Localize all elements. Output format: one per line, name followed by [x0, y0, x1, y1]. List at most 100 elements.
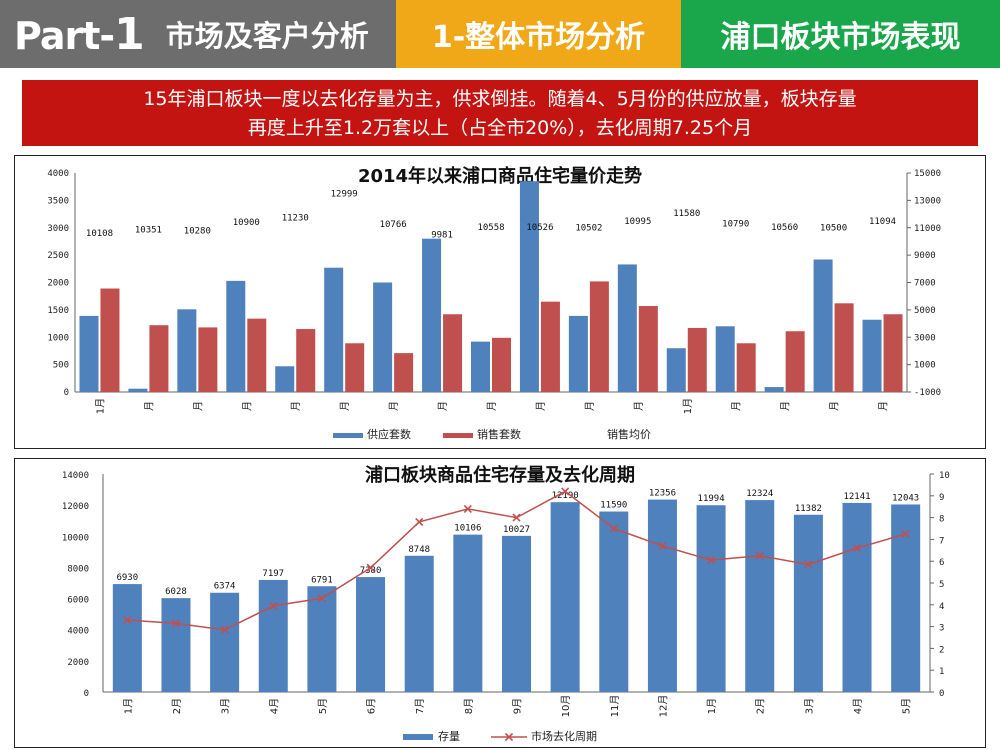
legend-swatch-stock	[403, 734, 433, 740]
y2-tick-label: 5	[939, 580, 944, 590]
y-tick-label: 500	[53, 361, 69, 371]
bar-supply	[617, 264, 637, 392]
y-tick-label: 1500	[47, 306, 69, 316]
bar-sales	[589, 281, 609, 392]
x-tick-label: 月	[486, 401, 498, 411]
stock-label: 12190	[552, 491, 579, 501]
y2-tick-label: 15000	[914, 169, 941, 179]
cycle-point	[658, 541, 667, 551]
stock-label: 12043	[892, 493, 919, 503]
cycle-point	[707, 556, 716, 565]
bar-sales	[736, 343, 756, 392]
price-label: 11230	[282, 214, 309, 224]
bar-sales	[296, 329, 316, 392]
y-tick-label: 2000	[47, 279, 69, 289]
bar-stock	[745, 500, 775, 692]
price-label: 10502	[575, 224, 602, 234]
x-tick-label: 5月	[901, 698, 913, 714]
legend-swatch-supply	[333, 433, 363, 438]
part-label: Part-1	[14, 8, 145, 60]
bar-stock	[842, 502, 872, 692]
bar-stock	[404, 555, 434, 692]
cycle-point	[901, 529, 910, 539]
cycle-point	[415, 517, 424, 527]
x-tick-label: 月	[241, 401, 253, 411]
x-tick-label: 5月	[317, 698, 329, 714]
cycle-point	[317, 594, 326, 603]
x-tick-label: 月	[535, 401, 547, 411]
bar-stock	[891, 504, 921, 692]
bar-sales	[540, 301, 560, 392]
cycle-point	[755, 551, 764, 560]
y2-tick-label: 2	[939, 645, 944, 655]
cycle-point	[852, 544, 862, 553]
y2-tick-label: 1000	[914, 361, 936, 371]
price-label: 12999	[331, 189, 358, 199]
stock-label: 11994	[698, 494, 725, 504]
stock-label: 12324	[746, 489, 773, 499]
bar-stock	[453, 534, 483, 692]
y2-tick-label: 13000	[914, 196, 941, 206]
bar-sales	[394, 353, 414, 392]
price-label: 10766	[380, 220, 407, 230]
legend-label-price: 销售均价	[607, 427, 651, 441]
chart-panel-2: 浦口板块商品住宅存量及去化周期 14000 12000 10000 8000 6000 40…	[14, 458, 986, 748]
y-tick-label: 14000	[62, 471, 89, 481]
cycle-point	[171, 619, 181, 628]
y2-tick-label: 7000	[914, 279, 936, 289]
bar-stock	[161, 598, 191, 692]
x-tick-label: 月	[829, 401, 841, 411]
y2-tick-label: 0	[939, 689, 944, 699]
price-label: 10790	[722, 220, 749, 230]
x-tick-label: 月	[584, 401, 596, 411]
y2-tick-label: 7	[939, 536, 944, 546]
cycle-point	[512, 513, 521, 522]
price-label: 10560	[771, 223, 798, 233]
y2-tick-label: 6	[939, 558, 944, 568]
bar-supply	[128, 388, 148, 392]
bar-sales	[198, 327, 218, 392]
y-tick-label: 1000	[47, 333, 69, 343]
bar-stock	[356, 577, 386, 692]
x-tick-label: 1月	[682, 398, 694, 414]
x-tick-label: 1月	[94, 398, 106, 414]
price-label: 11094	[869, 217, 896, 227]
bar-stock	[258, 579, 288, 692]
stock-label: 11590	[600, 501, 627, 511]
x-tick-label: 9月	[512, 698, 524, 714]
bar-supply	[226, 280, 246, 392]
x-tick-label: 10月	[560, 695, 572, 718]
price-label: 10526	[526, 223, 553, 233]
stock-label: 6791	[311, 575, 333, 585]
bar-stock	[647, 499, 677, 692]
y2-tick-label: 9	[939, 493, 944, 503]
bar-stock	[793, 514, 823, 692]
bar-sales	[100, 288, 120, 392]
summary-line-2: 再度上升至1.2万套以上（占全市20%），去化周期7.25个月	[247, 117, 753, 139]
price-label: 10900	[233, 218, 260, 228]
bar-sales	[149, 325, 169, 392]
cycle-point	[269, 601, 278, 610]
cycle-point	[804, 560, 813, 569]
bar-sales	[638, 306, 658, 392]
bar-stock	[112, 584, 142, 692]
y-tick-label: 0	[84, 689, 89, 699]
bar-supply	[568, 315, 588, 392]
y-tick-label: 4000	[67, 627, 89, 637]
bar-stock	[696, 505, 726, 692]
bar-supply	[813, 259, 833, 392]
legend-label-supply: 供应套数	[367, 427, 411, 441]
x-tick-label: 月	[780, 401, 792, 411]
x-tick-label: 月	[731, 401, 743, 411]
bar-supply	[764, 387, 784, 392]
bar-supply	[177, 309, 197, 392]
stock-label: 8748	[408, 545, 430, 555]
bar-stock	[210, 592, 240, 692]
volume-price-chart: 2014年以来浦口商品住宅量价走势 4000 3500 3000 2500 2000 150…	[47, 165, 941, 441]
y-tick-label: 2000	[67, 658, 89, 668]
cycle-point	[609, 524, 618, 533]
price-label: 10995	[624, 217, 651, 227]
stock-label: 12356	[649, 489, 676, 499]
y2-tick-label: 4	[939, 602, 944, 612]
summary-banner: 15年浦口板块一度以去化存量为主，供求倒挂。随着4、5月份的供应放量，板块存量 …	[22, 80, 978, 146]
